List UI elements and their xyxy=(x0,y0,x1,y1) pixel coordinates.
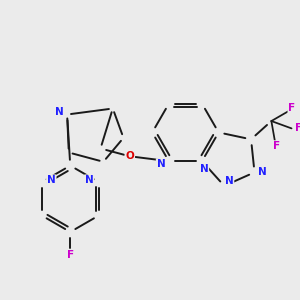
Text: N: N xyxy=(200,164,208,174)
Text: F: F xyxy=(67,250,74,260)
Text: O: O xyxy=(125,151,134,161)
Text: N: N xyxy=(47,175,56,185)
Text: F: F xyxy=(295,123,300,134)
Text: F: F xyxy=(288,103,296,113)
Text: N: N xyxy=(157,159,165,169)
Text: N: N xyxy=(55,106,64,117)
Text: N: N xyxy=(85,175,94,185)
Text: N: N xyxy=(225,176,233,186)
Text: N: N xyxy=(258,167,267,177)
Text: F: F xyxy=(274,141,280,151)
